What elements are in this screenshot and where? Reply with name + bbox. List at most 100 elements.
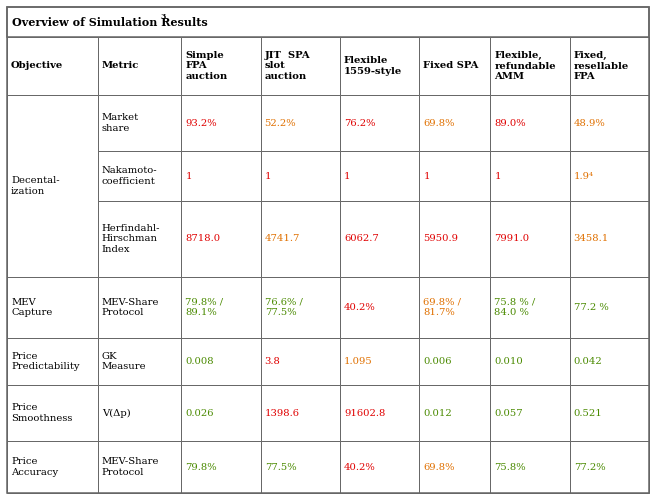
Text: 75.8 % /
84.0 %: 75.8 % / 84.0 % xyxy=(494,298,535,317)
Text: Decental-
ization: Decental- ization xyxy=(11,176,60,196)
Bar xyxy=(490,442,569,493)
Bar xyxy=(569,37,649,95)
Text: 69.8%: 69.8% xyxy=(423,118,455,128)
Text: 0.006: 0.006 xyxy=(423,357,452,366)
Text: 76.2%: 76.2% xyxy=(344,118,375,128)
Text: 0.026: 0.026 xyxy=(185,408,214,418)
Text: Market
share: Market share xyxy=(102,114,139,133)
Bar xyxy=(260,152,340,200)
Bar xyxy=(181,385,260,442)
Text: 52.2%: 52.2% xyxy=(264,118,297,128)
Bar xyxy=(7,442,98,493)
Bar xyxy=(98,385,181,442)
Text: 89.0%: 89.0% xyxy=(494,118,526,128)
Bar xyxy=(419,442,490,493)
Bar xyxy=(340,95,419,152)
Bar xyxy=(181,200,260,277)
Text: 6062.7: 6062.7 xyxy=(344,234,379,244)
Text: 69.8% /
81.7%: 69.8% / 81.7% xyxy=(423,298,461,317)
Text: Metric: Metric xyxy=(102,62,139,70)
Bar xyxy=(490,277,569,338)
Text: 76.6% /
77.5%: 76.6% / 77.5% xyxy=(264,298,302,317)
Text: Flexible,
refundable
AMM: Flexible, refundable AMM xyxy=(494,51,556,81)
Text: 1.095: 1.095 xyxy=(344,357,373,366)
Bar xyxy=(490,152,569,200)
Text: 1: 1 xyxy=(494,172,501,180)
Text: 4741.7: 4741.7 xyxy=(264,234,300,244)
Bar xyxy=(340,152,419,200)
Text: 77.2%: 77.2% xyxy=(573,462,605,471)
Text: MEV
Capture: MEV Capture xyxy=(11,298,52,317)
Text: JIT  SPA
slot
auction: JIT SPA slot auction xyxy=(264,51,310,81)
Text: 1: 1 xyxy=(185,172,192,180)
Text: Price
Predictability: Price Predictability xyxy=(11,352,79,371)
Bar xyxy=(181,277,260,338)
Text: 0.012: 0.012 xyxy=(423,408,452,418)
Bar xyxy=(340,442,419,493)
Bar xyxy=(490,200,569,277)
Text: 3: 3 xyxy=(160,13,165,21)
Bar xyxy=(181,442,260,493)
Text: 1: 1 xyxy=(344,172,350,180)
Text: 75.8%: 75.8% xyxy=(494,462,526,471)
Text: 0.008: 0.008 xyxy=(185,357,214,366)
Bar xyxy=(7,95,98,277)
Bar xyxy=(260,277,340,338)
Bar xyxy=(7,338,98,385)
Text: 8718.0: 8718.0 xyxy=(185,234,220,244)
Text: GK
Measure: GK Measure xyxy=(102,352,146,371)
Text: Fixed SPA: Fixed SPA xyxy=(423,62,479,70)
Bar xyxy=(490,338,569,385)
Text: 0.042: 0.042 xyxy=(573,357,602,366)
Bar xyxy=(260,442,340,493)
Bar xyxy=(98,95,181,152)
Bar xyxy=(98,200,181,277)
Bar xyxy=(419,200,490,277)
Text: 79.8%: 79.8% xyxy=(185,462,217,471)
Text: 5950.9: 5950.9 xyxy=(423,234,459,244)
Bar xyxy=(260,200,340,277)
Bar xyxy=(340,37,419,95)
Bar xyxy=(7,277,98,338)
Bar xyxy=(490,95,569,152)
Bar xyxy=(419,385,490,442)
Text: 69.8%: 69.8% xyxy=(423,462,455,471)
Text: 3458.1: 3458.1 xyxy=(573,234,609,244)
Text: Price
Smoothness: Price Smoothness xyxy=(11,404,72,423)
Text: Price
Accuracy: Price Accuracy xyxy=(11,458,58,477)
Bar xyxy=(340,338,419,385)
Text: 1: 1 xyxy=(423,172,430,180)
Bar xyxy=(569,277,649,338)
Text: 1398.6: 1398.6 xyxy=(264,408,300,418)
Text: 1.9⁴: 1.9⁴ xyxy=(573,172,594,180)
Bar xyxy=(98,37,181,95)
Text: Nakamoto-
coefficient: Nakamoto- coefficient xyxy=(102,166,157,186)
Bar xyxy=(569,442,649,493)
Text: 40.2%: 40.2% xyxy=(344,462,376,471)
Bar xyxy=(181,152,260,200)
Bar xyxy=(340,385,419,442)
Text: Simple
FPA
auction: Simple FPA auction xyxy=(185,51,228,81)
Bar xyxy=(260,338,340,385)
Bar xyxy=(98,442,181,493)
Text: Fixed,
resellable
FPA: Fixed, resellable FPA xyxy=(573,51,629,81)
Bar xyxy=(419,95,490,152)
Text: 7991.0: 7991.0 xyxy=(494,234,529,244)
Bar xyxy=(181,95,260,152)
Bar xyxy=(490,37,569,95)
Bar xyxy=(181,338,260,385)
Bar xyxy=(419,338,490,385)
Bar xyxy=(260,37,340,95)
Text: 1: 1 xyxy=(264,172,271,180)
Bar xyxy=(569,385,649,442)
Bar xyxy=(569,152,649,200)
Bar xyxy=(419,277,490,338)
Bar xyxy=(569,200,649,277)
Bar xyxy=(98,152,181,200)
Text: 0.057: 0.057 xyxy=(494,408,523,418)
Text: 48.9%: 48.9% xyxy=(573,118,605,128)
Text: 77.2 %: 77.2 % xyxy=(573,303,608,312)
Text: 79.8% /
89.1%: 79.8% / 89.1% xyxy=(185,298,224,317)
Bar xyxy=(7,385,98,442)
Bar xyxy=(98,277,181,338)
